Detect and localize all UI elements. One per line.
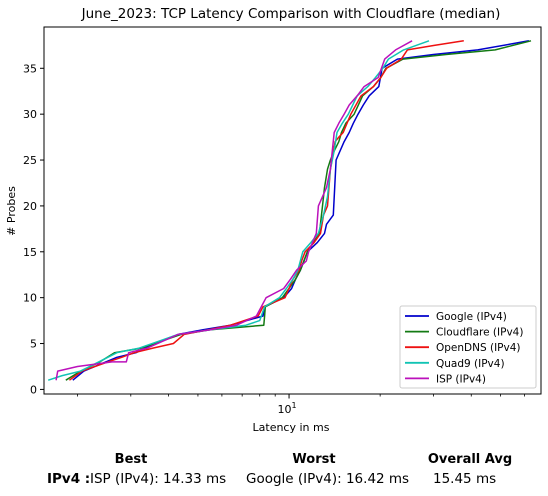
legend-label: Cloudflare (IPv4) [436,327,523,339]
plot-frame [43,26,542,395]
legend-label: OpenDNS (IPv4) [436,342,521,354]
summary-overall-value: 15.45 ms [433,471,497,487]
y-tick-label: 35 [23,62,37,75]
summary-header-overall: Overall Avg [427,452,513,467]
y-tick-label: 25 [23,154,37,167]
y-tick-label: 0 [30,383,37,396]
y-tick-label: 5 [30,338,37,351]
summary-worst-value: Google (IPv4): 16.42 ms [246,471,410,487]
legend-box [399,305,537,389]
y-tick-label: 30 [23,108,37,121]
series-line-3 [68,40,464,381]
summary-header-worst: Worst [292,452,336,467]
series-lines [47,40,532,381]
y-tick-label: 15 [23,246,37,259]
legend-label: Quad9 (IPv4) [436,358,505,370]
series-line-4 [47,40,430,381]
summary-row-label: IPv4 : [47,471,90,487]
x-tick-label: 101 [277,401,296,416]
x-axis-label: Latency in ms [253,421,330,434]
plot-axes: 0 5 10 15 20 25 30 35 101 [23,26,542,416]
legend-label: ISP (IPv4) [436,373,486,385]
chart-title: June_2023: TCP Latency Comparison with C… [81,6,501,22]
chart-legend: Google (IPv4) Cloudflare (IPv4) OpenDNS (I… [399,305,537,389]
summary-row-label-text: IPv4 : [47,471,91,487]
summary-best-value: ISP (IPv4): 14.33 ms [90,471,227,487]
legend-label: Google (IPv4) [436,311,507,323]
y-tick-label: 10 [23,292,37,305]
y-tick-label: 20 [23,200,37,213]
y-axis-label: # Probes [5,186,18,236]
series-line-5 [55,40,413,381]
summary-header-best: Best [114,452,148,467]
